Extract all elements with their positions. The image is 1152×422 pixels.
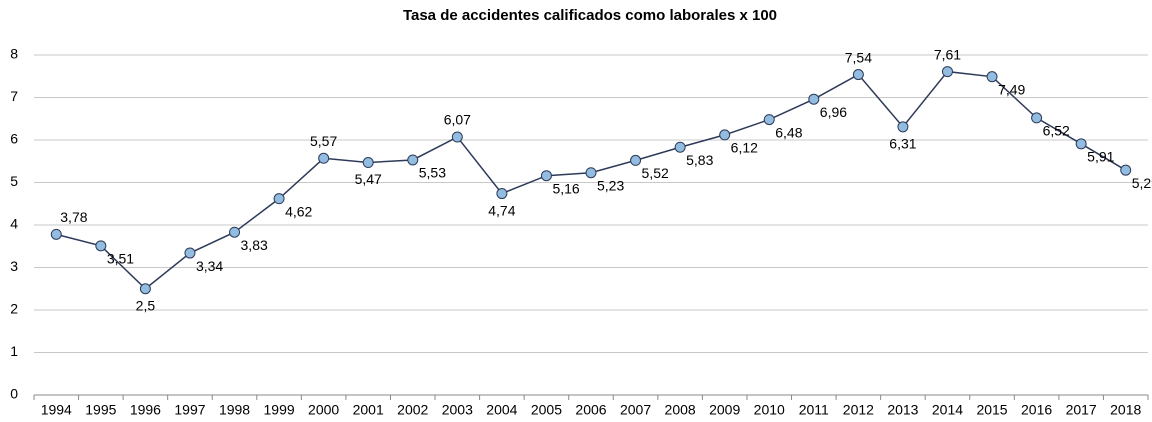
- data-label: 7,49: [998, 81, 1025, 97]
- data-point: [719, 129, 731, 141]
- data-point: [273, 193, 285, 205]
- y-tick-label: 8: [10, 46, 18, 62]
- x-tick-label: 1999: [264, 402, 295, 418]
- data-label: 5,23: [597, 177, 624, 193]
- data-label: 5,29: [1132, 175, 1152, 191]
- x-tick-label: 1996: [130, 402, 161, 418]
- x-tick-label: 2015: [976, 402, 1007, 418]
- data-point: [1120, 164, 1132, 176]
- x-tick-label: 2001: [353, 402, 384, 418]
- x-tick-label: 2009: [709, 402, 740, 418]
- data-label: 6,48: [775, 124, 802, 140]
- data-label: 7,61: [934, 46, 961, 62]
- x-tick-label: 2010: [754, 402, 785, 418]
- x-tick-label: 2002: [397, 402, 428, 418]
- data-point: [362, 157, 374, 169]
- y-tick-label: 2: [10, 301, 18, 317]
- data-point: [139, 283, 151, 295]
- data-point: [1031, 112, 1043, 124]
- data-point: [184, 247, 196, 259]
- x-tick-label: 2013: [887, 402, 918, 418]
- data-label: 5,53: [419, 165, 446, 181]
- y-tick-label: 7: [10, 88, 18, 104]
- y-tick-label: 5: [10, 173, 18, 189]
- x-tick-label: 1998: [219, 402, 250, 418]
- x-tick-label: 1995: [85, 402, 116, 418]
- x-tick-label: 2017: [1066, 402, 1097, 418]
- x-tick-label: 2018: [1110, 402, 1141, 418]
- data-label: 3,83: [241, 237, 268, 253]
- x-tick-label: 2008: [665, 402, 696, 418]
- data-point: [808, 93, 820, 105]
- y-tick-label: 6: [10, 131, 18, 147]
- data-point: [318, 152, 330, 164]
- data-label: 2,5: [136, 297, 156, 313]
- y-tick-label: 4: [10, 216, 18, 232]
- data-point: [941, 66, 953, 78]
- data-point: [540, 170, 552, 182]
- data-point: [763, 114, 775, 126]
- x-tick-label: 2007: [620, 402, 651, 418]
- data-label: 5,57: [310, 133, 337, 149]
- data-point: [95, 240, 107, 252]
- x-tick-label: 2014: [932, 402, 963, 418]
- data-label: 3,78: [60, 209, 87, 225]
- data-point: [229, 226, 241, 238]
- data-label: 5,91: [1087, 149, 1114, 165]
- data-label: 5,52: [642, 165, 669, 181]
- x-tick-label: 2005: [531, 402, 562, 418]
- data-point: [986, 71, 998, 83]
- data-label: 4,62: [285, 203, 312, 219]
- data-point: [674, 141, 686, 153]
- data-point: [630, 154, 642, 166]
- data-label: 7,54: [845, 49, 872, 65]
- data-label: 6,31: [889, 136, 916, 152]
- x-tick-label: 2011: [799, 402, 829, 418]
- data-label: 6,07: [444, 112, 471, 128]
- data-label: 6,96: [820, 104, 847, 120]
- x-tick-label: 2016: [1021, 402, 1052, 418]
- x-tick-label: 2006: [575, 402, 606, 418]
- x-tick-label: 2003: [442, 402, 473, 418]
- x-tick-label: 2000: [308, 402, 339, 418]
- y-tick-label: 3: [10, 258, 18, 274]
- data-point: [407, 154, 419, 166]
- y-tick-label: 1: [10, 343, 18, 359]
- data-label: 5,83: [686, 152, 713, 168]
- data-point: [496, 188, 508, 200]
- data-point: [585, 167, 597, 179]
- data-label: 5,47: [355, 171, 382, 187]
- data-point: [451, 131, 463, 143]
- y-tick-label: 0: [10, 386, 18, 402]
- data-label: 4,74: [488, 202, 515, 218]
- data-label: 3,34: [196, 258, 223, 274]
- data-label: 6,12: [731, 140, 758, 156]
- data-point: [1075, 138, 1087, 150]
- data-point: [50, 228, 62, 240]
- data-line: [56, 70, 1127, 290]
- data-label: 3,51: [107, 251, 134, 267]
- x-tick-label: 1994: [41, 402, 72, 418]
- data-label: 5,16: [552, 180, 579, 196]
- x-tick-label: 2012: [843, 402, 874, 418]
- data-point: [852, 69, 864, 81]
- x-tick-label: 1997: [174, 402, 205, 418]
- x-tick-label: 2004: [486, 402, 517, 418]
- chart-title: Tasa de accidentes calificados como labo…: [403, 7, 777, 24]
- data-label: 6,52: [1043, 123, 1070, 139]
- data-point: [897, 121, 909, 133]
